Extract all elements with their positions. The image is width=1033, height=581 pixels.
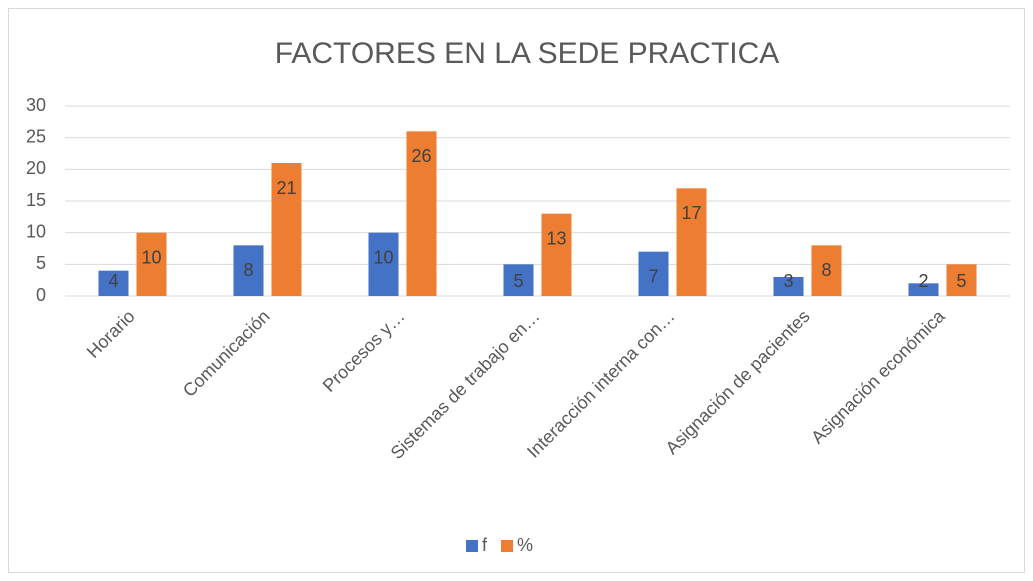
- bar: [233, 245, 264, 296]
- bar: [98, 270, 129, 296]
- bar: [406, 131, 437, 296]
- y-tick-label: 5: [36, 253, 46, 273]
- bar: [811, 245, 842, 296]
- y-tick-label: 25: [26, 126, 46, 146]
- data-label: 21: [276, 178, 296, 198]
- chart-title: FACTORES EN LA SEDE PRACTICA: [275, 37, 780, 70]
- bar: [271, 163, 302, 296]
- data-label: 13: [546, 228, 566, 248]
- bar: [946, 264, 977, 296]
- legend-swatch: [466, 540, 478, 552]
- bar: [676, 188, 707, 296]
- data-label: 2: [918, 271, 928, 291]
- bar: [368, 232, 399, 296]
- y-tick-label: 30: [26, 95, 46, 115]
- data-label: 4: [108, 271, 118, 291]
- data-label: 10: [141, 247, 161, 267]
- data-label: 5: [956, 271, 966, 291]
- y-tick-label: 20: [26, 158, 46, 178]
- data-label: 8: [243, 260, 253, 280]
- data-label: 26: [411, 146, 431, 166]
- data-label: 10: [373, 247, 393, 267]
- y-tick-label: 10: [26, 221, 46, 241]
- bar: [638, 251, 669, 296]
- legend-label: f: [482, 535, 488, 555]
- y-tick-label: 0: [36, 285, 46, 305]
- data-label: 5: [513, 271, 523, 291]
- bar: [908, 283, 939, 296]
- bar: [541, 213, 572, 296]
- data-label: 8: [821, 260, 831, 280]
- data-label: 7: [648, 266, 658, 286]
- data-label: 17: [681, 203, 701, 223]
- legend-label: %: [517, 535, 533, 555]
- data-label: 3: [783, 271, 793, 291]
- y-tick-label: 15: [26, 190, 46, 210]
- bar: [136, 232, 167, 296]
- legend-swatch: [501, 540, 514, 552]
- bar: [503, 264, 534, 296]
- bar: [773, 277, 804, 296]
